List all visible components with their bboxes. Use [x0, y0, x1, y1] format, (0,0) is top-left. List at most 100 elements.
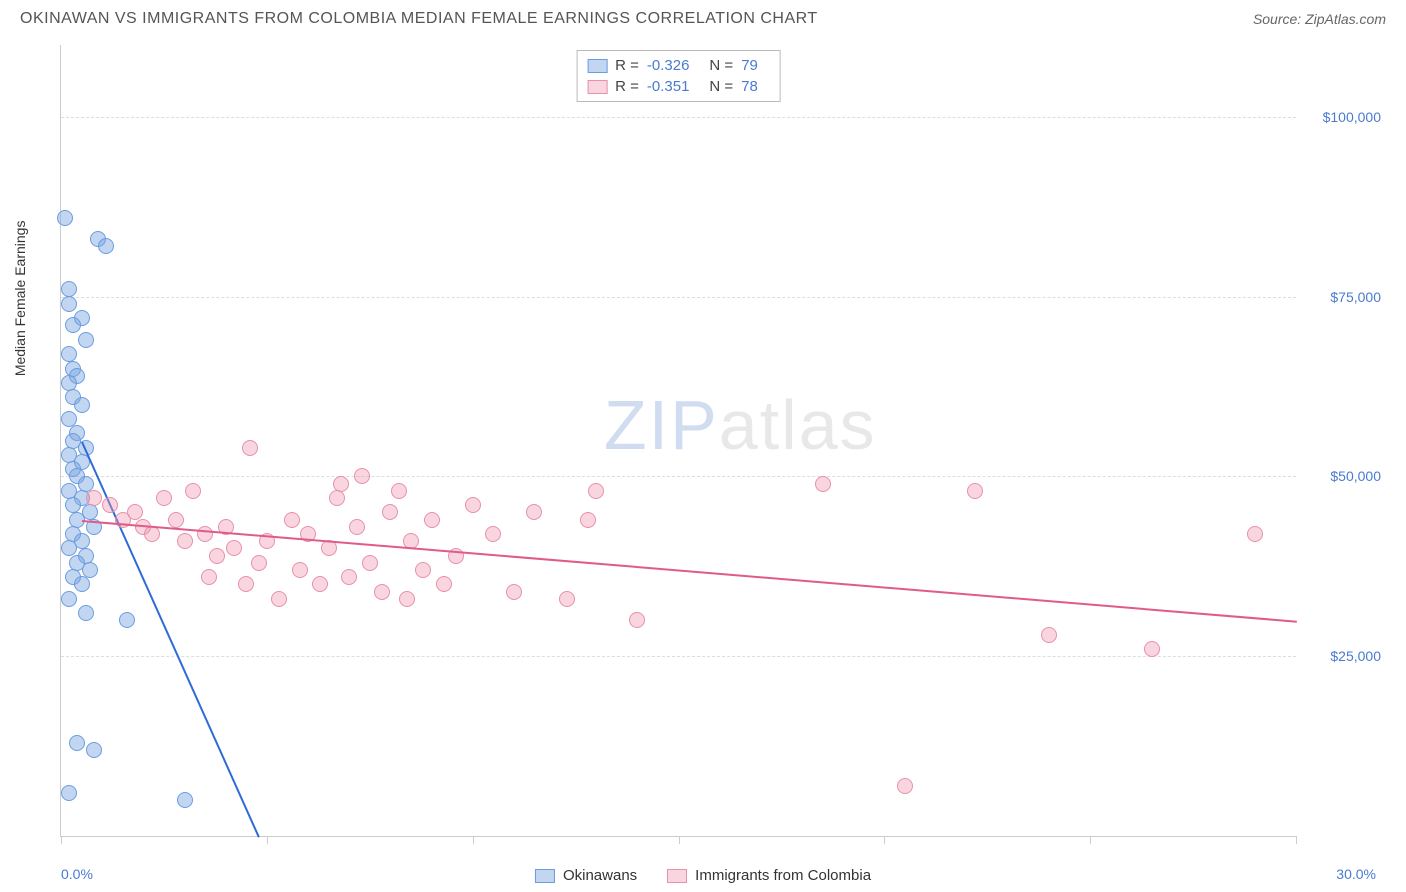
chart-title: OKINAWAN VS IMMIGRANTS FROM COLOMBIA MED…	[20, 10, 818, 28]
y-axis-label: Median Female Earnings	[12, 221, 28, 377]
data-point	[399, 591, 415, 607]
data-point	[86, 490, 102, 506]
data-point	[74, 397, 90, 413]
x-tick	[884, 836, 885, 844]
data-point	[526, 504, 542, 520]
data-point	[98, 238, 114, 254]
y-tick-label: $50,000	[1301, 468, 1381, 484]
data-point	[201, 569, 217, 585]
data-point	[967, 483, 983, 499]
data-point	[74, 576, 90, 592]
data-point	[61, 591, 77, 607]
data-point	[156, 490, 172, 506]
r-label: R =	[615, 57, 639, 74]
data-point	[465, 497, 481, 513]
r-value-okinawans: -0.326	[647, 57, 690, 74]
data-point	[629, 612, 645, 628]
data-point	[349, 519, 365, 535]
data-point	[177, 533, 193, 549]
gridline	[61, 117, 1296, 118]
data-point	[102, 497, 118, 513]
data-point	[333, 476, 349, 492]
data-point	[292, 562, 308, 578]
swatch-okinawans	[587, 59, 607, 73]
legend-row-colombia: R = -0.351 N = 78	[587, 76, 770, 97]
correlation-legend: R = -0.326 N = 79 R = -0.351 N = 78	[576, 50, 781, 102]
data-point	[86, 742, 102, 758]
data-point	[271, 591, 287, 607]
data-point	[580, 512, 596, 528]
trend-line	[81, 520, 1296, 623]
data-point	[57, 210, 73, 226]
data-point	[341, 569, 357, 585]
data-point	[61, 296, 77, 312]
x-tick	[473, 836, 474, 844]
data-point	[374, 584, 390, 600]
n-label: N =	[709, 57, 733, 74]
gridline	[61, 476, 1296, 477]
data-point	[506, 584, 522, 600]
legend-row-okinawans: R = -0.326 N = 79	[587, 55, 770, 76]
x-max-label: 30.0%	[1336, 866, 1376, 882]
data-point	[65, 317, 81, 333]
legend-label: Okinawans	[563, 867, 637, 884]
y-tick-label: $75,000	[1301, 289, 1381, 305]
data-point	[1247, 526, 1263, 542]
data-point	[815, 476, 831, 492]
data-point	[185, 483, 201, 499]
data-point	[69, 735, 85, 751]
watermark: ZIPatlas	[604, 385, 877, 465]
data-point	[436, 576, 452, 592]
chart-source: Source: ZipAtlas.com	[1253, 11, 1386, 27]
data-point	[226, 540, 242, 556]
swatch-okinawans	[535, 869, 555, 883]
x-tick	[1090, 836, 1091, 844]
gridline	[61, 297, 1296, 298]
data-point	[362, 555, 378, 571]
y-tick-label: $100,000	[1301, 109, 1381, 125]
data-point	[78, 605, 94, 621]
r-label: R =	[615, 78, 639, 95]
x-tick	[1296, 836, 1297, 844]
data-point	[1144, 641, 1160, 657]
data-point	[78, 332, 94, 348]
data-point	[588, 483, 604, 499]
data-point	[177, 792, 193, 808]
data-point	[251, 555, 267, 571]
data-point	[485, 526, 501, 542]
plot-area: ZIPatlas R = -0.326 N = 79 R = -0.351 N …	[60, 45, 1296, 837]
data-point	[197, 526, 213, 542]
x-tick	[267, 836, 268, 844]
n-value-colombia: 78	[741, 78, 758, 95]
r-value-colombia: -0.351	[647, 78, 690, 95]
data-point	[61, 785, 77, 801]
n-label: N =	[709, 78, 733, 95]
y-tick-label: $25,000	[1301, 648, 1381, 664]
data-point	[415, 562, 431, 578]
legend-item-okinawans: Okinawans	[535, 867, 637, 884]
x-min-label: 0.0%	[61, 866, 93, 882]
data-point	[312, 576, 328, 592]
series-legend: Okinawans Immigrants from Colombia	[535, 867, 871, 884]
data-point	[284, 512, 300, 528]
data-point	[329, 490, 345, 506]
data-point	[897, 778, 913, 794]
data-point	[354, 468, 370, 484]
data-point	[82, 562, 98, 578]
swatch-colombia	[587, 80, 607, 94]
gridline	[61, 656, 1296, 657]
data-point	[238, 576, 254, 592]
data-point	[168, 512, 184, 528]
data-point	[209, 548, 225, 564]
x-tick	[61, 836, 62, 844]
data-point	[559, 591, 575, 607]
data-point	[242, 440, 258, 456]
data-point	[391, 483, 407, 499]
swatch-colombia	[667, 869, 687, 883]
data-point	[382, 504, 398, 520]
legend-label: Immigrants from Colombia	[695, 867, 871, 884]
x-tick	[679, 836, 680, 844]
data-point	[144, 526, 160, 542]
n-value-okinawans: 79	[741, 57, 758, 74]
data-point	[1041, 627, 1057, 643]
